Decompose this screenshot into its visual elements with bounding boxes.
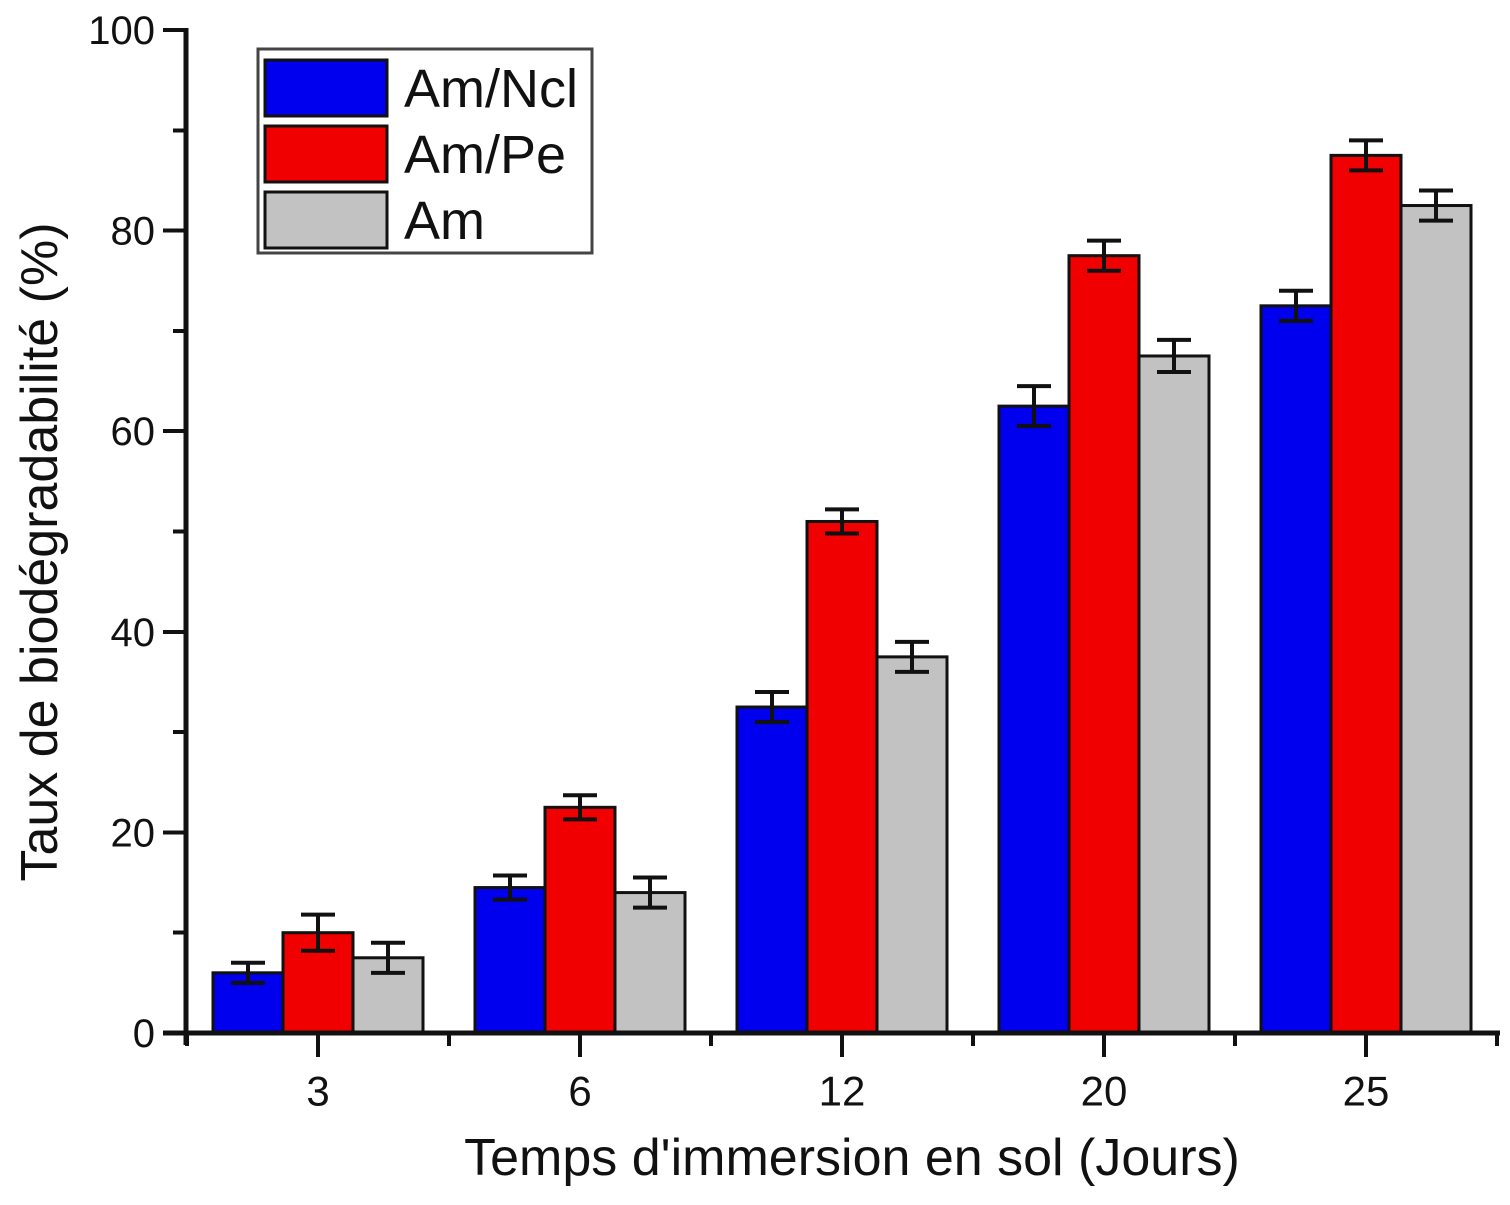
x-tick-label-25: 25 [1343,1068,1390,1115]
bar-ampe-25 [1329,153,1403,1035]
y-tick-label-20: 20 [111,811,156,855]
bar-ampe-20 [1067,254,1141,1035]
y-tick-label-100: 100 [88,9,155,53]
bar-amncl-25 [1259,304,1333,1035]
bar-amncl-20 [997,404,1071,1035]
legend-swatch-ampe [263,124,389,184]
y-tick-label-40: 40 [111,611,156,655]
bar-ampe-6 [543,805,617,1035]
bar-am-6 [613,891,687,1035]
legend-label-am: Am [404,191,485,251]
legend-label-amncl: Am/Ncl [404,59,578,119]
legend-label-ampe: Am/Pe [404,125,566,185]
y-tick-label-0: 0 [133,1012,155,1056]
x-tick-label-6: 6 [568,1068,591,1115]
bar-amncl-6 [473,886,547,1035]
x-tick-label-3: 3 [306,1068,329,1115]
bar-am-12 [875,655,949,1035]
bar-am-25 [1399,204,1473,1035]
legend-swatch-am [263,190,389,250]
x-axis-title: Temps d'immersion en sol (Jours) [464,1129,1240,1187]
y-tick-label-80: 80 [111,210,156,254]
bar-am-20 [1137,354,1211,1035]
y-axis-title: Taux de biodégradabilité (%) [11,222,69,882]
x-tick-label-20: 20 [1081,1068,1128,1115]
legend-swatch-amncl [263,58,389,118]
bar-amncl-12 [735,705,809,1035]
y-tick-label-60: 60 [111,410,156,454]
x-tick-label-12: 12 [819,1068,866,1115]
bar-ampe-12 [805,519,879,1035]
